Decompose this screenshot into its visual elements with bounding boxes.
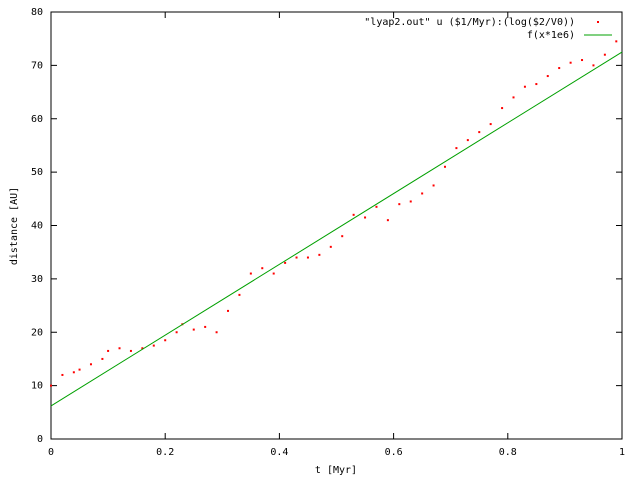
data-point <box>272 272 275 275</box>
data-point <box>215 331 218 334</box>
x-tick-label: 1 <box>619 447 625 458</box>
y-axis-label: distance [AU] <box>9 187 20 265</box>
data-point <box>546 75 549 78</box>
data-point <box>364 216 367 219</box>
data-point <box>398 203 401 206</box>
x-tick-label: 0.2 <box>156 447 174 458</box>
data-point <box>306 256 309 259</box>
plot-border <box>50 11 623 440</box>
data-point <box>129 349 132 352</box>
data-point <box>558 67 561 70</box>
legend-label: f(x*1e6) <box>527 30 575 41</box>
data-point <box>352 213 355 216</box>
data-point <box>386 219 389 222</box>
data-point <box>61 373 64 376</box>
y-tick-label: 50 <box>31 167 43 178</box>
data-point <box>592 64 595 67</box>
data-point <box>512 96 515 99</box>
data-point <box>489 123 492 126</box>
data-point <box>284 261 287 264</box>
data-point <box>238 293 241 296</box>
x-tick-label: 0.8 <box>499 447 517 458</box>
data-point <box>50 384 52 387</box>
data-point <box>615 40 618 43</box>
data-point <box>318 253 321 256</box>
data-point <box>227 309 230 312</box>
data-point <box>295 256 298 259</box>
data-point <box>523 85 526 88</box>
data-point <box>421 192 424 195</box>
data-point <box>107 349 110 352</box>
data-point <box>409 200 412 203</box>
data-point <box>375 205 378 208</box>
data-point <box>341 235 344 238</box>
data-point <box>192 328 195 331</box>
data-point <box>78 368 81 371</box>
y-tick-label: 40 <box>31 221 43 232</box>
data-point <box>141 347 144 350</box>
x-tick-label: 0 <box>48 447 54 458</box>
x-tick-label: 0.6 <box>385 447 403 458</box>
x-tick-label: 0.4 <box>270 447 288 458</box>
y-tick-label: 70 <box>31 60 43 71</box>
y-tick-label: 80 <box>31 7 43 18</box>
data-point <box>152 344 155 347</box>
data-point <box>118 347 121 350</box>
y-tick-label: 30 <box>31 274 43 285</box>
data-point <box>89 363 92 366</box>
data-point <box>455 147 458 150</box>
data-point <box>535 83 538 86</box>
x-axis-label: t [Myr] <box>315 465 357 476</box>
data-point <box>466 139 469 142</box>
data-point <box>329 245 332 248</box>
y-tick-label: 60 <box>31 114 43 125</box>
y-tick-label: 20 <box>31 327 43 338</box>
legend-swatch <box>597 21 599 23</box>
legend-label: "lyap2.out" u ($1/Myr):(log($2/V0)) <box>364 17 575 28</box>
data-point <box>478 131 481 134</box>
data-point <box>249 272 252 275</box>
data-point <box>204 325 207 328</box>
data-point <box>603 53 606 56</box>
data-point <box>569 61 572 64</box>
data-point <box>261 267 264 270</box>
data-point <box>501 107 504 110</box>
data-point <box>581 59 584 62</box>
data-point <box>443 165 446 168</box>
data-point <box>72 371 75 374</box>
y-tick-label: 0 <box>37 434 43 445</box>
data-point <box>101 357 104 360</box>
fit-line <box>50 51 623 407</box>
data-point <box>164 339 167 342</box>
data-point <box>175 331 178 334</box>
y-tick-label: 10 <box>31 381 43 392</box>
data-point <box>432 184 435 187</box>
